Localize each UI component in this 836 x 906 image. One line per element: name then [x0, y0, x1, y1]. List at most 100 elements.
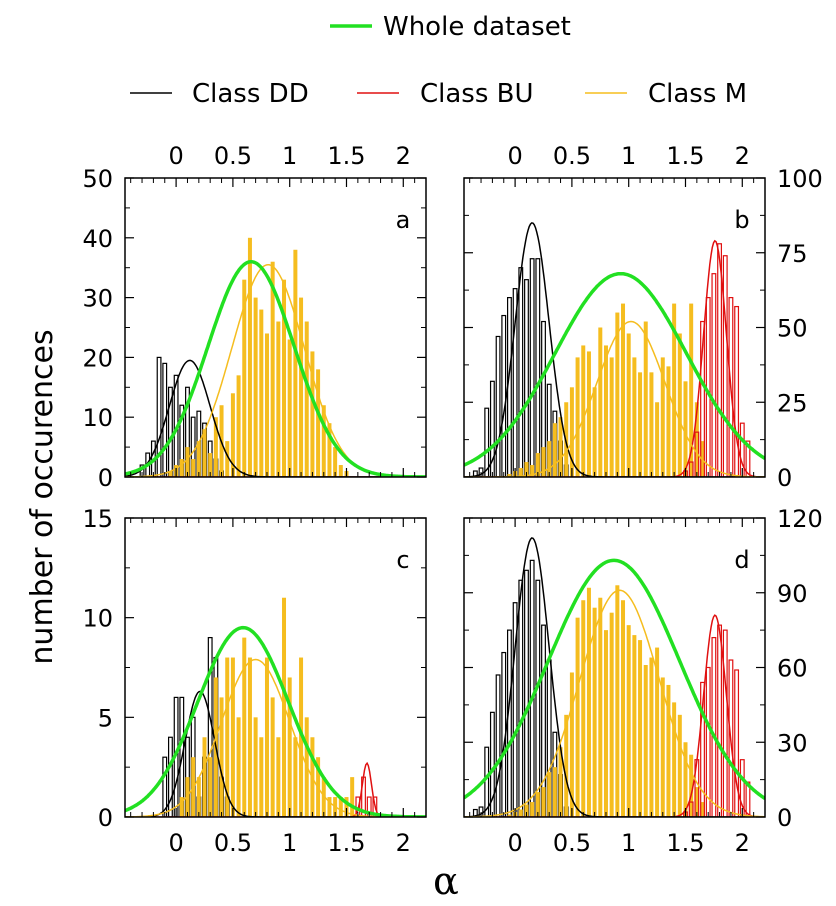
- x-tick-label-a: 0: [168, 142, 183, 170]
- panel-c-letter: c: [396, 546, 409, 574]
- bar-class-m-c: [230, 657, 235, 817]
- x-tick-label-c: 0: [168, 829, 183, 857]
- bar-class-m-d: [547, 772, 552, 817]
- bar-class-m-a: [338, 465, 343, 477]
- bar-class-m-b: [672, 303, 677, 477]
- curve-class-m-c: [125, 658, 426, 817]
- bar-class-m-d: [581, 600, 586, 817]
- hist-bin-class-dd-b: [501, 314, 507, 477]
- bar-class-m-a: [185, 447, 190, 477]
- legend-label-whole-dataset: Whole dataset: [383, 12, 571, 42]
- bar-class-m-c: [276, 737, 281, 817]
- bar-class-m-b: [603, 345, 608, 477]
- hist-bin-class-bu-b: [728, 297, 734, 477]
- bar-class-m-a: [293, 249, 298, 477]
- bar-class-m-c: [321, 777, 326, 817]
- bar-class-m-d: [518, 809, 523, 817]
- bar-class-m-d: [655, 647, 660, 817]
- panel-c: c 0 0.5 1 1.5 2 0 5 10 15: [82, 505, 427, 857]
- bar-class-m-b: [586, 351, 591, 477]
- hist-bin-class-dd-c: [162, 756, 168, 817]
- hist-bin-class-dd-b: [512, 288, 518, 477]
- y-tick-label-c: 5: [98, 704, 113, 732]
- bar-class-m-d: [541, 787, 546, 817]
- bar-class-m-b: [530, 465, 535, 477]
- bar-class-m-b: [694, 402, 699, 477]
- bar-class-m-a: [310, 351, 315, 477]
- bar-class-m-c: [259, 737, 264, 817]
- y-tick-label-b: 0: [777, 464, 792, 492]
- bar-class-m-a: [304, 321, 309, 477]
- bar-class-m-c: [242, 637, 247, 817]
- bar-class-m-b: [547, 441, 552, 477]
- x-tick-label-d: 1.5: [666, 829, 704, 857]
- bar-class-m-b: [575, 357, 580, 477]
- bar-class-m-b: [558, 417, 563, 477]
- bar-class-m-d: [598, 597, 603, 817]
- bar-class-m-a: [236, 375, 241, 477]
- y-tick-label-b: 100: [777, 165, 823, 193]
- bar-class-m-d: [666, 684, 671, 817]
- bar-class-m-d: [535, 792, 540, 817]
- bar-class-m-b: [598, 327, 603, 477]
- bar-class-m-c: [338, 797, 343, 817]
- bar-class-m-c: [253, 717, 258, 817]
- bar-class-m-d: [603, 630, 608, 817]
- bar-class-m-a: [242, 279, 247, 477]
- hist-bin-class-dd-c: [167, 736, 173, 817]
- y-tick-label-a: 50: [82, 165, 113, 193]
- hist-bin-class-bu-d: [728, 659, 734, 817]
- hist-bin-class-dd-b: [518, 267, 524, 477]
- legend-label-class-dd: Class DD: [192, 79, 309, 109]
- bar-class-m-d: [558, 747, 563, 817]
- curve-whole-dataset-c: [125, 625, 426, 817]
- bar-class-m-a: [321, 405, 326, 477]
- panel-b: b 0 0.5 1 1.5 2 0 25 50 75 100: [463, 142, 823, 492]
- hist-bin-class-dd-d: [495, 674, 501, 817]
- bar-class-m-d: [677, 714, 682, 817]
- y-tick-label-c: 0: [98, 804, 113, 832]
- bar-class-m-a: [316, 369, 321, 477]
- bar-class-m-c: [196, 777, 201, 817]
- bar-class-m-c: [293, 737, 298, 817]
- x-tick-label-d: 2: [735, 829, 750, 857]
- bar-class-m-b: [655, 402, 660, 477]
- x-tick-label-a: 0.5: [214, 142, 252, 170]
- bar-class-m-c: [247, 657, 252, 817]
- bar-class-m-c: [225, 657, 230, 817]
- bar-class-m-b: [541, 447, 546, 477]
- bar-class-m-a: [282, 279, 287, 477]
- bar-class-m-b: [552, 423, 557, 477]
- bar-class-m-d: [524, 804, 529, 817]
- bar-class-m-d: [632, 635, 637, 817]
- bar-class-m-d: [660, 677, 665, 817]
- legend-label-class-bu: Class BU: [420, 79, 534, 109]
- bar-class-m-c: [219, 697, 224, 817]
- curve-whole-dataset-b: [464, 271, 765, 467]
- hist-bin-class-bu-d: [734, 669, 740, 817]
- hist-bin-class-dd-b: [529, 258, 535, 477]
- panel-b-plot-area: [464, 222, 765, 477]
- hist-bin-class-dd-d: [472, 808, 478, 817]
- hist-bin-class-dd-b: [489, 380, 495, 477]
- bar-class-m-a: [191, 459, 196, 477]
- y-tick-label-b: 50: [777, 315, 808, 343]
- bar-class-m-a: [299, 297, 304, 477]
- x-tick-label-d: 1: [621, 829, 636, 857]
- bar-class-m-a: [202, 429, 207, 477]
- hist-bin-class-dd-d: [529, 559, 535, 817]
- bar-class-m-a: [179, 459, 184, 477]
- legend: Whole dataset Class DD Class BU Class M: [130, 12, 747, 109]
- x-tick-label-b: 1.5: [666, 142, 704, 170]
- bar-class-m-d: [615, 585, 620, 817]
- curve-class-bu-d: [464, 614, 765, 817]
- bar-class-m-c: [179, 797, 184, 817]
- bar-class-m-b: [524, 462, 529, 477]
- bar-class-m-c: [344, 797, 349, 817]
- panel-d-frame: [463, 517, 766, 818]
- bar-class-m-b: [518, 468, 523, 477]
- bar-class-m-b: [683, 381, 688, 477]
- hist-bin-class-dd-d: [512, 602, 518, 817]
- hist-bin-class-bu-b: [711, 273, 717, 477]
